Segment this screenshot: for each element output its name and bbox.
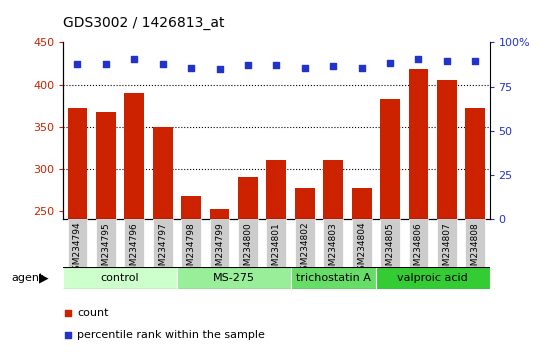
Point [73, 61, 82, 67]
FancyBboxPatch shape [68, 219, 87, 267]
Text: control: control [101, 273, 139, 283]
Bar [124, 93, 144, 219]
FancyBboxPatch shape [96, 219, 116, 267]
Bar [210, 209, 229, 219]
Point [272, 62, 280, 68]
FancyBboxPatch shape [266, 219, 287, 267]
FancyBboxPatch shape [238, 219, 258, 267]
FancyBboxPatch shape [181, 219, 201, 267]
Text: GSM234797: GSM234797 [158, 222, 167, 276]
FancyBboxPatch shape [376, 267, 490, 289]
Text: GSM234801: GSM234801 [272, 222, 281, 276]
Point [158, 61, 167, 67]
Bar [68, 108, 87, 219]
Text: ▶: ▶ [39, 272, 48, 284]
Text: GSM234804: GSM234804 [357, 222, 366, 276]
FancyBboxPatch shape [351, 219, 372, 267]
FancyBboxPatch shape [153, 219, 173, 267]
Point [130, 57, 139, 62]
Point [329, 63, 338, 69]
Bar [465, 108, 485, 219]
Text: agent: agent [11, 273, 43, 283]
FancyBboxPatch shape [465, 219, 485, 267]
Text: GSM234795: GSM234795 [101, 222, 111, 276]
FancyBboxPatch shape [177, 267, 290, 289]
Text: GSM234799: GSM234799 [215, 222, 224, 276]
FancyBboxPatch shape [290, 267, 376, 289]
Point [215, 67, 224, 72]
Text: valproic acid: valproic acid [397, 273, 468, 283]
Bar [96, 112, 116, 219]
Text: GSM234798: GSM234798 [186, 222, 196, 276]
Text: trichostatin A: trichostatin A [296, 273, 371, 283]
FancyBboxPatch shape [437, 219, 457, 267]
FancyBboxPatch shape [210, 219, 229, 267]
FancyBboxPatch shape [295, 219, 315, 267]
FancyBboxPatch shape [124, 219, 144, 267]
Text: count: count [77, 308, 108, 318]
Text: GSM234794: GSM234794 [73, 222, 82, 276]
Text: GSM234808: GSM234808 [471, 222, 480, 276]
FancyBboxPatch shape [323, 219, 343, 267]
Text: GSM234803: GSM234803 [329, 222, 338, 276]
Point [414, 57, 423, 62]
Point [101, 61, 110, 67]
Text: percentile rank within the sample: percentile rank within the sample [77, 330, 265, 339]
Bar [238, 177, 258, 219]
Text: GSM234807: GSM234807 [442, 222, 452, 276]
Point [471, 58, 480, 64]
Text: GSM234796: GSM234796 [130, 222, 139, 276]
Bar [153, 127, 173, 219]
Bar [181, 196, 201, 219]
Point [186, 65, 196, 70]
Text: GSM234800: GSM234800 [244, 222, 252, 276]
Point [386, 60, 394, 65]
Bar [295, 188, 315, 219]
Bar [351, 188, 372, 219]
Text: MS-275: MS-275 [213, 273, 255, 283]
FancyBboxPatch shape [380, 219, 400, 267]
Text: GSM234806: GSM234806 [414, 222, 423, 276]
Bar [409, 69, 428, 219]
FancyBboxPatch shape [63, 267, 177, 289]
Text: GSM234802: GSM234802 [300, 222, 309, 276]
Point [300, 65, 309, 70]
Point [244, 62, 252, 68]
Bar [266, 160, 287, 219]
Bar [437, 80, 457, 219]
Text: GDS3002 / 1426813_at: GDS3002 / 1426813_at [63, 16, 225, 30]
Point [442, 58, 451, 64]
Text: GSM234805: GSM234805 [386, 222, 394, 276]
Bar [323, 160, 343, 219]
FancyBboxPatch shape [409, 219, 428, 267]
Point [358, 65, 366, 70]
Bar [380, 99, 400, 219]
